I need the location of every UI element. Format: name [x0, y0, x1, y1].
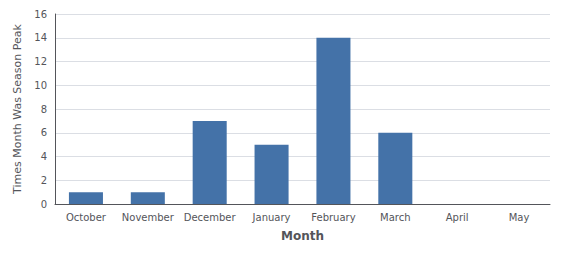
svg-text:May: May	[509, 212, 530, 223]
svg-text:December: December	[184, 212, 237, 223]
svg-text:February: February	[311, 212, 355, 223]
svg-text:16: 16	[34, 9, 47, 20]
svg-text:March: March	[380, 212, 410, 223]
svg-text:12: 12	[34, 56, 47, 67]
svg-text:0: 0	[41, 199, 47, 210]
svg-text:2: 2	[41, 175, 47, 186]
svg-text:14: 14	[34, 32, 47, 43]
svg-text:6: 6	[41, 127, 47, 138]
svg-text:Times Month Was Season Peak: Times Month Was Season Peak	[11, 23, 24, 194]
svg-text:November: November	[122, 212, 175, 223]
svg-text:8: 8	[41, 104, 47, 115]
svg-text:10: 10	[34, 80, 47, 91]
svg-text:April: April	[446, 212, 469, 223]
svg-text:Month: Month	[281, 229, 324, 243]
svg-text:4: 4	[41, 151, 47, 162]
svg-text:January: January	[252, 212, 291, 223]
svg-text:October: October	[66, 212, 107, 223]
